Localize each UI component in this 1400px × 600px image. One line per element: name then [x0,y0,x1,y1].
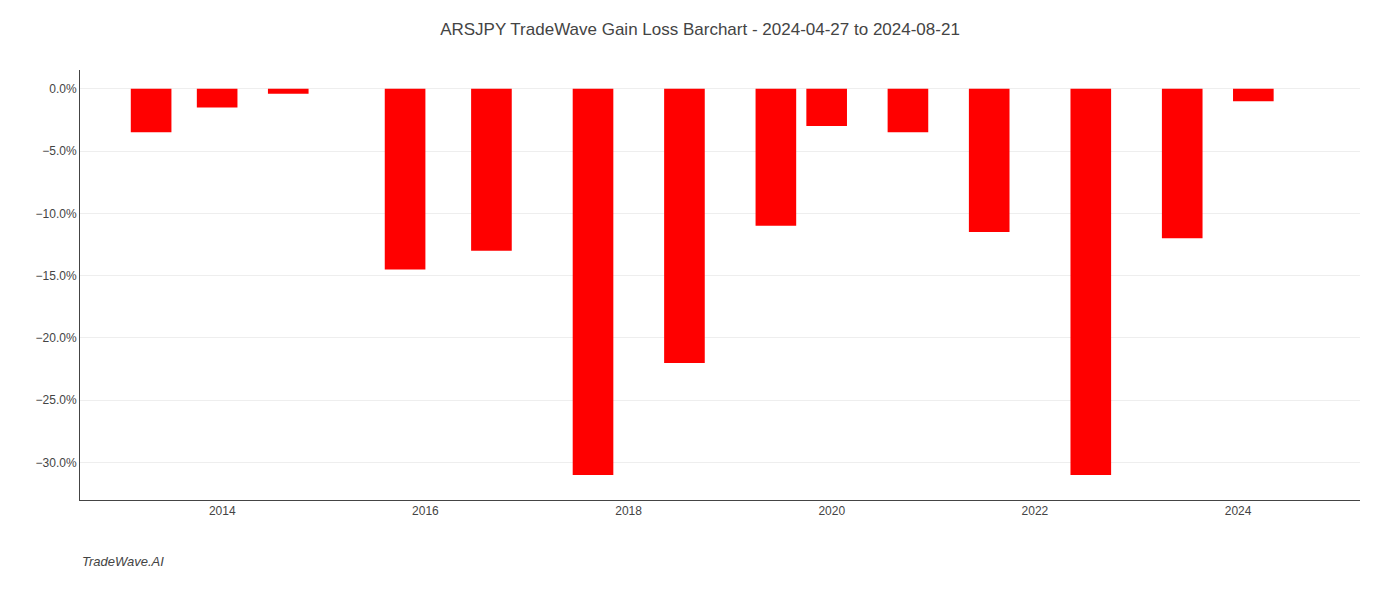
svg-text:TradeWave.AI: TradeWave.AI [82,554,164,569]
svg-text:−25.0%: −25.0% [36,393,77,407]
svg-text:0.0%: 0.0% [49,82,77,96]
svg-text:−30.0%: −30.0% [36,456,77,470]
svg-text:−10.0%: −10.0% [36,207,77,221]
svg-text:2024: 2024 [1225,504,1252,518]
svg-text:ARSJPY TradeWave Gain Loss Bar: ARSJPY TradeWave Gain Loss Barchart - 20… [440,20,960,39]
svg-text:2020: 2020 [818,504,845,518]
svg-text:−20.0%: −20.0% [36,331,77,345]
svg-text:2014: 2014 [209,504,236,518]
svg-text:2016: 2016 [412,504,439,518]
svg-text:−15.0%: −15.0% [36,269,77,283]
svg-text:2022: 2022 [1022,504,1049,518]
svg-text:−5.0%: −5.0% [42,144,77,158]
svg-text:2018: 2018 [615,504,642,518]
